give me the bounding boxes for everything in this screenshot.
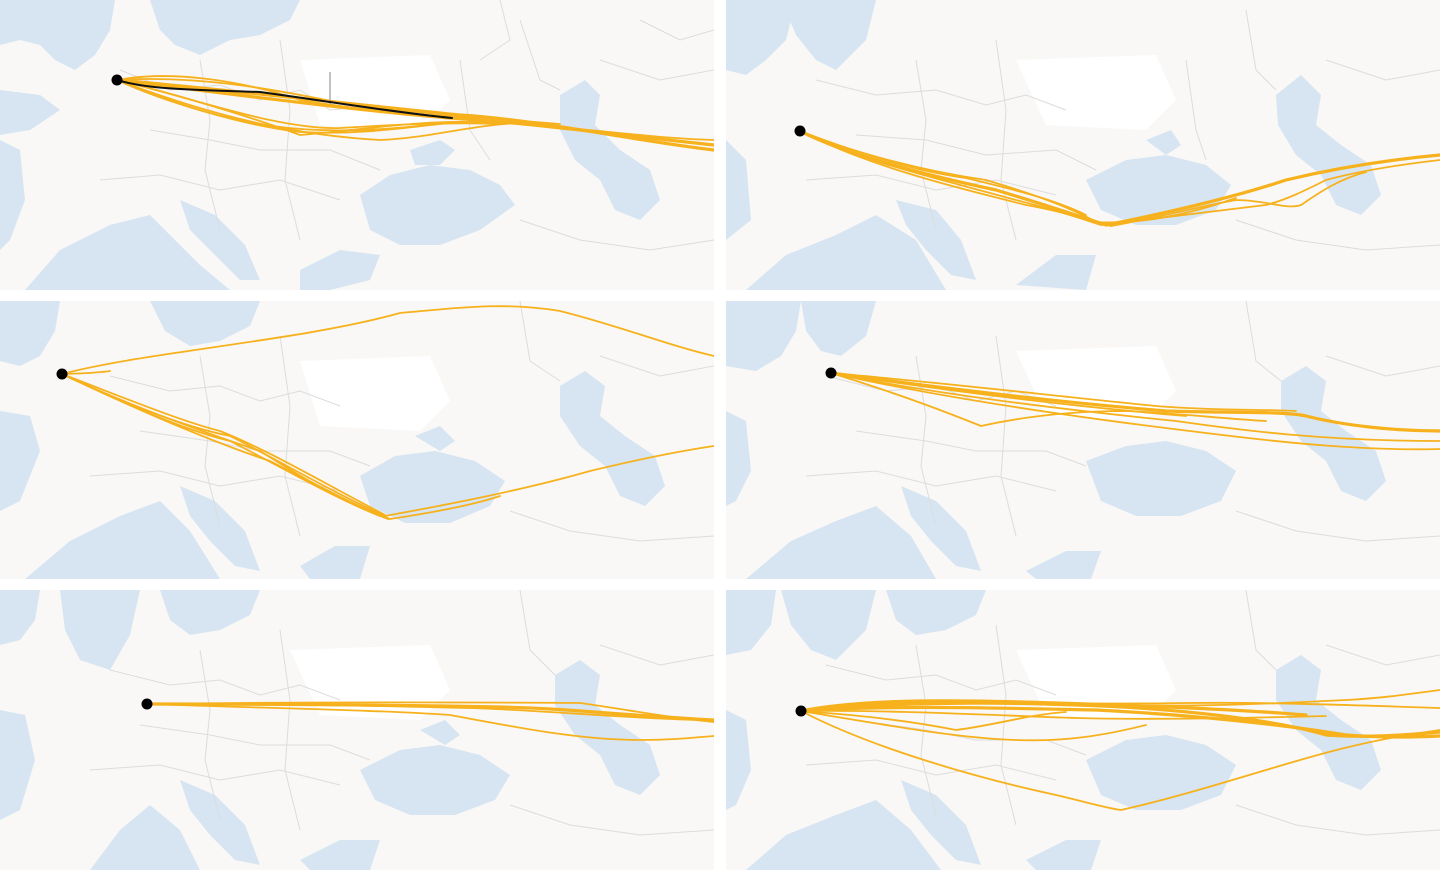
caspian-sea — [560, 80, 660, 220]
black-sea — [360, 165, 515, 245]
map-panel-2 — [726, 0, 1440, 290]
country-borders — [89, 590, 714, 836]
origin-marker — [825, 367, 837, 379]
map-panel-5 — [0, 590, 714, 870]
map-panel-2-svg — [726, 0, 1440, 290]
flight-routes — [829, 371, 1440, 451]
country-borders — [89, 301, 714, 542]
mediterranean-sea — [25, 215, 230, 290]
map-panel-6-svg — [726, 590, 1440, 870]
country-borders — [805, 590, 1440, 836]
flight-routes — [799, 689, 1440, 811]
highlight-route — [116, 79, 453, 119]
map-panel-4-svg — [726, 301, 1440, 579]
map-panel-3-svg — [0, 301, 714, 579]
map-panel-1-svg — [0, 0, 714, 290]
map-panel-4 — [726, 301, 1440, 579]
origin-marker — [111, 74, 123, 86]
origin-marker — [795, 705, 807, 717]
map-panel-6 — [726, 590, 1440, 870]
map-panel-5-svg — [0, 590, 714, 870]
map-panel-3 — [0, 301, 714, 579]
origin-marker — [56, 368, 68, 380]
origin-marker — [794, 125, 806, 137]
origin-marker — [141, 698, 153, 710]
baltic-sea — [150, 0, 300, 55]
map-panel-1 — [0, 0, 714, 290]
country-borders — [805, 9, 1440, 251]
north-sea — [0, 0, 115, 70]
flight-routes — [798, 129, 1440, 227]
flight-routes — [145, 701, 714, 741]
flight-routes — [61, 305, 714, 520]
